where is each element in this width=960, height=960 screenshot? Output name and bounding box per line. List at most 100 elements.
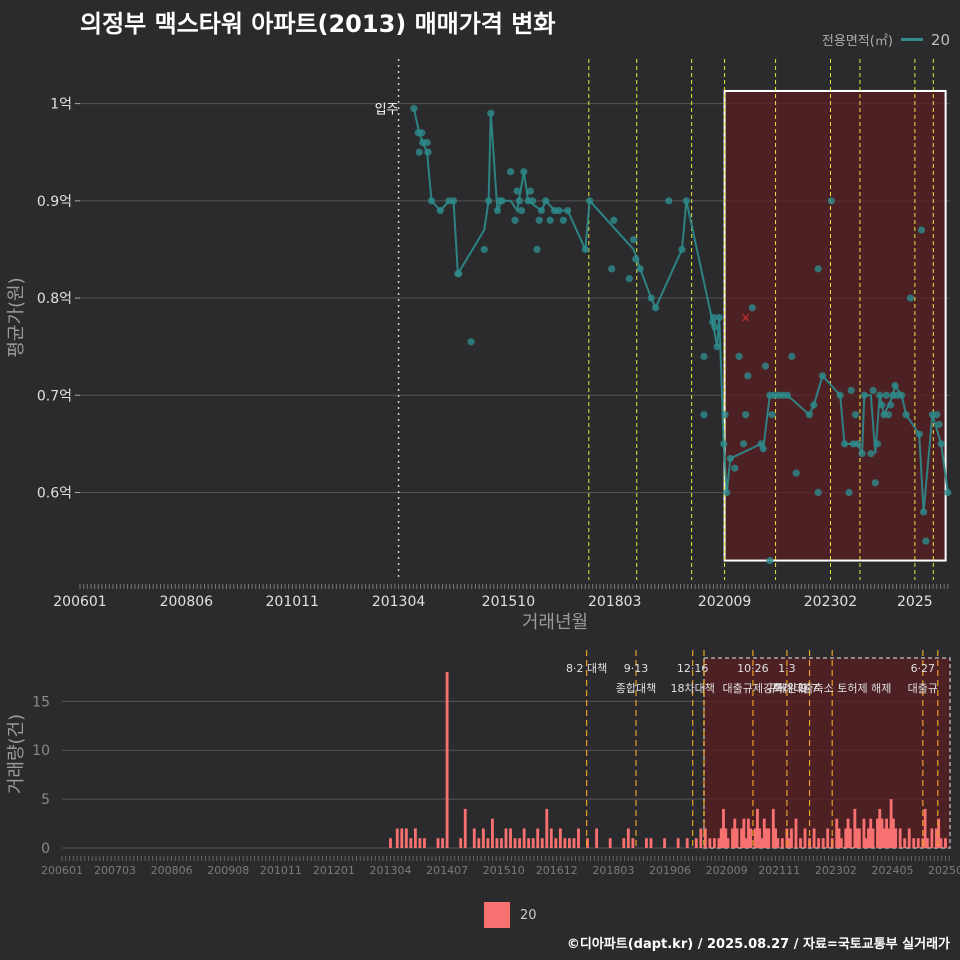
volume-bar [939, 838, 943, 848]
x-axis-title: 거래년월 [522, 612, 588, 633]
policy-label: 10·26 [737, 662, 769, 675]
volume-bar [742, 818, 746, 848]
policy-label: 1·3 [778, 662, 796, 675]
volume-bar [912, 838, 916, 848]
price-point [735, 352, 743, 360]
volume-bar [712, 838, 716, 848]
volume-bar [817, 838, 821, 848]
volume-bar [527, 838, 531, 848]
price-point [410, 104, 418, 113]
x-tick-label: 202302 [815, 864, 857, 877]
volume-bar [513, 838, 517, 848]
policy-label: 6·27 [911, 662, 936, 675]
policy-sublabel: 종합대책 [616, 682, 656, 695]
price-point [744, 372, 752, 380]
volume-bar [898, 828, 902, 848]
price-point [906, 294, 915, 302]
volume-bar [477, 838, 481, 848]
volume-bar [663, 838, 666, 848]
x-tick-label: 20250 [928, 864, 960, 877]
volume-bar [733, 818, 737, 848]
volume-bar [554, 838, 558, 848]
footer-credit: ©디아파트(dapt.kr) / 2025.08.27 / 자료=국토교통부 실… [566, 937, 950, 952]
volume-bar [522, 828, 526, 848]
x-tick-label: 202009 [698, 594, 751, 610]
volume-bar [746, 818, 750, 848]
volume-bar [767, 828, 771, 848]
volume-bar [472, 828, 476, 848]
y-tick-label: 0.9억 [37, 194, 72, 210]
policy-sublabel: 대출규 [908, 682, 938, 695]
volume-bar [925, 838, 929, 848]
volume-bar [717, 838, 721, 848]
legend-top: 전용면적(㎡) 20 [822, 30, 950, 50]
y-tick-label: 0.7억 [37, 388, 72, 404]
volume-bar [418, 838, 422, 848]
price-point [739, 440, 748, 448]
policy-sublabel: 18차대책 [670, 682, 714, 695]
volume-bar [930, 828, 934, 848]
price-point [788, 352, 796, 360]
volume-bar [436, 838, 440, 848]
y-tick-label: 0.8억 [37, 291, 72, 307]
volume-bar [835, 818, 839, 848]
volume-bar [907, 828, 911, 848]
x-tick-label: 201510 [483, 864, 525, 877]
volume-bar [404, 828, 408, 848]
volume-bar [389, 838, 392, 848]
price-point [533, 245, 541, 254]
volume-bar [799, 838, 802, 848]
price-trend-line [412, 108, 949, 512]
volume-bar [780, 838, 784, 848]
y-axis-title: 평균가(원) [6, 277, 27, 357]
price-point [933, 411, 941, 419]
price-point [608, 265, 616, 273]
volume-bar [504, 828, 508, 848]
x-tick-label: 201612 [536, 864, 578, 877]
volume-bar [740, 828, 744, 848]
policy-sublabel: 규제완화 [767, 682, 807, 695]
price-point [827, 197, 835, 205]
volume-bar [846, 818, 850, 848]
volume-bar [878, 808, 882, 848]
x-tick-label: 201201 [313, 864, 355, 877]
price-point [847, 386, 855, 395]
chart-title: 의정부 맥스타워 아파트(2013) 매매가격 변화 [80, 10, 556, 38]
volume-bar [490, 818, 494, 848]
volume-bar [724, 828, 728, 848]
price-point [559, 216, 567, 224]
volume-bar [853, 808, 857, 848]
outlier-marker: × [741, 311, 751, 325]
volume-bar [708, 838, 712, 848]
price-point [507, 168, 515, 176]
policy-label: 8·2 대책 [566, 662, 607, 675]
x-tick-label: 201803 [592, 864, 634, 877]
volume-bar [531, 838, 535, 848]
volume-bar [776, 838, 780, 848]
x-tick-label: 202009 [706, 864, 748, 877]
volume-bar [486, 838, 490, 848]
x-tick-label: 200601 [53, 594, 106, 610]
volume-bar [876, 818, 879, 848]
x-tick-label: 201304 [372, 594, 426, 610]
price-point [748, 304, 756, 312]
volume-bar [699, 828, 703, 848]
price-point [625, 275, 633, 283]
price-point [869, 386, 877, 395]
x-tick-label: 200601 [41, 864, 83, 877]
volume-bar [882, 828, 886, 848]
volume-bar [839, 838, 843, 848]
x-tick-label: 201304 [369, 864, 411, 877]
volume-bar [837, 828, 841, 848]
price-point [871, 479, 879, 487]
volume-bar [934, 828, 938, 848]
volume-bar [518, 838, 522, 848]
volume-bar [509, 828, 512, 848]
x-tick-label: 201906 [649, 864, 691, 877]
volume-bar [731, 828, 734, 848]
price-point [480, 245, 488, 254]
price-point [415, 148, 423, 156]
legend-line-swatch [900, 38, 923, 41]
x-tick-label: 200806 [151, 864, 193, 877]
volume-bar [887, 828, 891, 848]
